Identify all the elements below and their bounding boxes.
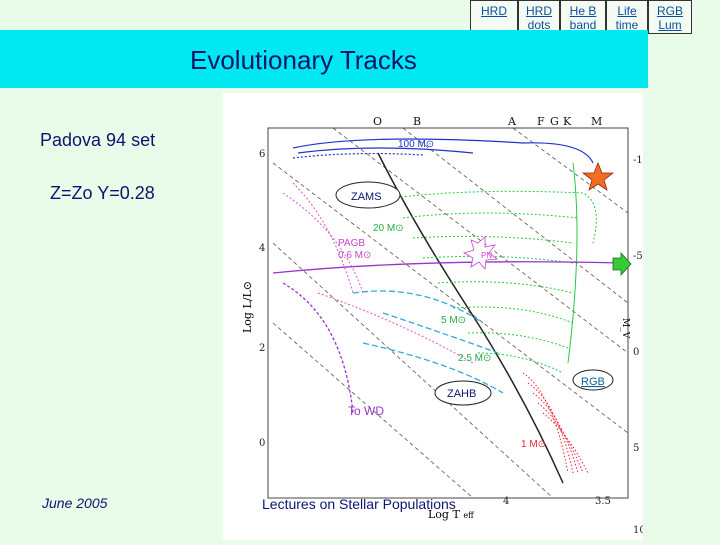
tick-bottom: 3.5 (595, 496, 611, 507)
zams-label: ZAMS (351, 191, 382, 203)
pn-burst (462, 236, 499, 270)
tick-right: -5 (633, 251, 643, 262)
main-sequence (377, 152, 564, 484)
nav-button-hrd-dots[interactable]: HRD dots (518, 0, 560, 34)
nav-label: He B band (569, 4, 597, 32)
spectral-O: O (373, 115, 382, 128)
footer-lecture: Lectures on Stellar Populations (262, 496, 456, 512)
bottom-axis-ticks: 4 3.5 (503, 496, 611, 507)
purple-tracks (272, 261, 624, 414)
nav-button-lifetime[interactable]: Life time (606, 0, 648, 34)
label-pagb: PAGB (338, 238, 365, 249)
radius-lines (272, 127, 629, 499)
nav-button-rgb-lum[interactable]: RGB Lum (648, 0, 692, 34)
green-tracks (392, 162, 597, 374)
mv-axis-label: M_V (620, 318, 630, 339)
zahb-label: ZAHB (447, 388, 476, 400)
tick-right: 5 (633, 443, 639, 454)
pink-tracks (282, 182, 474, 364)
plot-frame (267, 127, 629, 499)
label-1msun: 1 M⊙ (521, 439, 546, 450)
rgb-ellipse (572, 369, 614, 391)
title-bar: Evolutionary Tracks (0, 30, 648, 88)
spectral-A: A (507, 115, 517, 128)
left-axis-ticks: 6 4 2 0 (259, 149, 265, 449)
composition-label: Z=Zo Y=0.28 (50, 183, 155, 203)
nav-label: Life time (615, 4, 639, 32)
right-axis-ticks: -10 -5 0 5 10 (633, 155, 649, 536)
footer-date: June 2005 (42, 495, 108, 511)
nav-label: HRD dots (526, 4, 552, 32)
spectral-B: B (413, 115, 421, 128)
label-5msun: 5 M⊙ (441, 315, 466, 326)
spectral-type-labels: O B A F G K M (373, 115, 602, 128)
tick-right: 0 (633, 347, 639, 358)
label-06msun: 0.6 M⊙ (338, 250, 371, 261)
tick-left: 4 (259, 243, 265, 254)
y-axis-label: Log L/L⊙ (241, 281, 254, 333)
page-title: Evolutionary Tracks (190, 45, 417, 75)
star-marker (581, 161, 615, 191)
nav-label: RGB Lum (656, 4, 683, 32)
tick-left: 6 (259, 149, 265, 160)
label-25msun: 2.5 M⊙ (458, 353, 491, 364)
rgb-label: RGB (581, 376, 605, 388)
tick-bottom: 4 (503, 496, 509, 507)
x-axis-label: Log T eff (428, 508, 475, 521)
pn-label: PN (481, 251, 492, 260)
spectral-M: M (591, 115, 602, 128)
set-label: Padova 94 set (40, 130, 156, 150)
hr-diagram-figure: O B A F G K M 6 4 2 0 -10 -5 0 5 10 4 3.… (223, 93, 649, 540)
track-labels: 100 M⊙ 20 M⊙ PAGB 0.6 M⊙ 5 M⊙ 2.5 M⊙ To … (338, 139, 546, 450)
label-to-wd: To WD (348, 404, 384, 418)
tick-left: 0 (259, 438, 265, 449)
label-100msun: 100 M⊙ (398, 139, 434, 150)
tick-right: 10 (633, 525, 643, 536)
tick-left: 2 (259, 343, 265, 354)
nav-button-hrd[interactable]: HRD (470, 0, 518, 34)
nav-button-heb-band[interactable]: He B band (560, 0, 606, 34)
spectral-F: F (537, 115, 545, 128)
cyan-tracks (352, 290, 504, 394)
zahb-ellipse (434, 380, 492, 406)
zams-ellipse (335, 181, 401, 209)
label-20msun: 20 M⊙ (373, 223, 404, 234)
spectral-K: K (563, 115, 572, 128)
tick-right: -10 (633, 155, 643, 166)
arrow-marker (612, 251, 632, 277)
nav-label: HRD (481, 4, 507, 18)
blue-tracks (292, 138, 594, 164)
spectral-G: G (550, 115, 559, 128)
red-tracks (522, 372, 589, 474)
